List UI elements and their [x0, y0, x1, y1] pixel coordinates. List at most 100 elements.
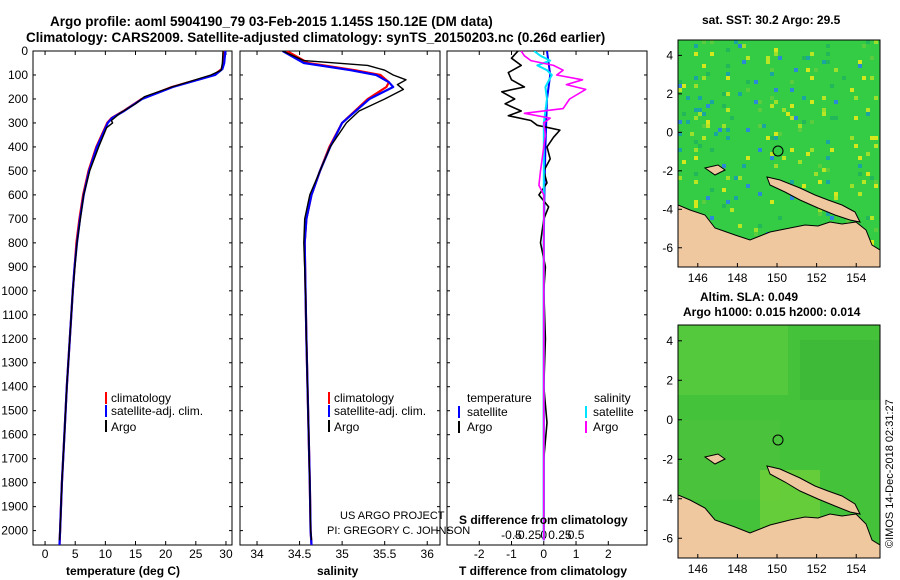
sst-cell	[746, 56, 750, 60]
sst-cell	[758, 124, 762, 128]
sst-cell	[826, 156, 830, 160]
map-y-tick-label: -2	[662, 452, 673, 466]
depth-tick-label: 2000	[1, 524, 28, 538]
sst-cell	[754, 80, 758, 84]
sst-cell	[798, 160, 802, 164]
sst-cell	[822, 112, 826, 116]
map-x-tick-label: 148	[727, 271, 747, 285]
sst-cell	[702, 76, 706, 80]
sst-cell	[726, 176, 730, 180]
sst-cell	[690, 132, 694, 136]
sst-cell	[790, 88, 794, 92]
depth-tick-label: 100	[8, 68, 28, 82]
map-y-tick-label: -4	[662, 202, 673, 216]
sst-cell	[790, 80, 794, 84]
sst-cell	[870, 136, 874, 140]
sst-cell	[858, 156, 862, 160]
sst-cell	[806, 68, 810, 72]
map-x-tick-label: 146	[688, 562, 708, 576]
map-x-tick-label: 150	[767, 562, 787, 576]
sst-cell	[826, 60, 830, 64]
salinity-lines	[282, 51, 407, 545]
series-argo-line	[58, 51, 224, 541]
sst-cell	[778, 216, 782, 220]
sst-cell	[726, 136, 730, 140]
map-y-tick-label: 0	[666, 413, 673, 427]
sst-cell	[822, 108, 826, 112]
sla-map-title-2: Argo h1000: 0.015 h2000: 0.014	[683, 305, 861, 319]
map-y-tick-label: 4	[666, 48, 673, 62]
sst-cell	[790, 196, 794, 200]
sst-cell	[822, 168, 826, 172]
series-salinity-argo-line	[520, 51, 587, 541]
sst-cell	[722, 188, 726, 192]
sst-cell	[874, 184, 878, 188]
sst-cell	[694, 52, 698, 56]
sst-cell	[786, 112, 790, 116]
sst-cell	[694, 140, 698, 144]
salinity-legend-climatology: climatology	[334, 391, 394, 405]
sst-cell	[806, 56, 810, 60]
sst-cell	[682, 160, 686, 164]
sst-cell	[806, 152, 810, 156]
sst-cell	[702, 200, 706, 204]
sst-cell	[694, 204, 698, 208]
sst-cell	[834, 196, 838, 200]
x-tick-label: 25	[189, 547, 203, 561]
sst-cell	[778, 132, 782, 136]
sst-cell	[678, 132, 682, 136]
depth-tick-label: 500	[8, 164, 28, 178]
difference-legend-t-title: temperature	[467, 391, 532, 405]
x-tick-label: 34	[250, 547, 264, 561]
sla-map	[678, 325, 880, 558]
sst-cell	[758, 148, 762, 152]
sst-cell	[858, 64, 862, 68]
x-tick-label: 0	[42, 547, 49, 561]
sst-cell	[854, 96, 858, 100]
sst-cell	[862, 76, 866, 80]
sst-cell	[726, 64, 730, 68]
sst-cell	[858, 164, 862, 168]
map-x-tick-label: 152	[807, 562, 827, 576]
sst-cell	[762, 124, 766, 128]
sst-cell	[682, 84, 686, 88]
sst-cell	[866, 112, 870, 116]
depth-tick-label: 300	[8, 116, 28, 130]
sst-cell	[874, 96, 878, 100]
sst-cell	[858, 172, 862, 176]
sst-cell	[802, 96, 806, 100]
sst-cell	[698, 112, 702, 116]
title-line-2: Climatology: CARS2009. Satellite-adjuste…	[26, 30, 605, 45]
sst-map-land-new-britain	[766, 176, 861, 223]
sst-cell	[726, 48, 730, 52]
sst-cell	[774, 132, 778, 136]
sst-cell	[694, 200, 698, 204]
sst-cell	[826, 44, 830, 48]
sst-cell	[830, 84, 834, 88]
sst-cell	[822, 60, 826, 64]
sst-cell	[818, 208, 822, 212]
sst-cell	[710, 100, 714, 104]
map-x-tick-label: 154	[846, 271, 866, 285]
sst-cell	[774, 136, 778, 140]
depth-tick-label: 1600	[1, 428, 28, 442]
s-tick-label: -0.5	[501, 528, 522, 542]
map-y-tick-label: 0	[666, 125, 673, 139]
sst-cell	[830, 148, 834, 152]
sst-cell	[722, 164, 726, 168]
sst-cell	[678, 120, 682, 124]
map-y-tick-label: 4	[666, 334, 673, 348]
sst-map-ticks: 146 148 150 152 154 4 2 0 -2 -4 -6	[662, 48, 866, 285]
sst-cell	[746, 128, 750, 132]
x-tick-label: 15	[129, 547, 143, 561]
temperature-lines	[58, 51, 227, 545]
sla-map-land-new-guinea	[678, 494, 880, 558]
imos-stamp: ©IMOS 14-Dec-2018 02:31:27	[884, 399, 896, 548]
sst-cell	[826, 168, 830, 172]
sst-cell	[774, 48, 778, 52]
sst-cell	[866, 216, 870, 220]
sst-cell	[766, 56, 770, 60]
map-x-tick-label: 152	[807, 271, 827, 285]
depth-tick-label: 1500	[1, 404, 28, 418]
sst-cell	[706, 72, 710, 76]
